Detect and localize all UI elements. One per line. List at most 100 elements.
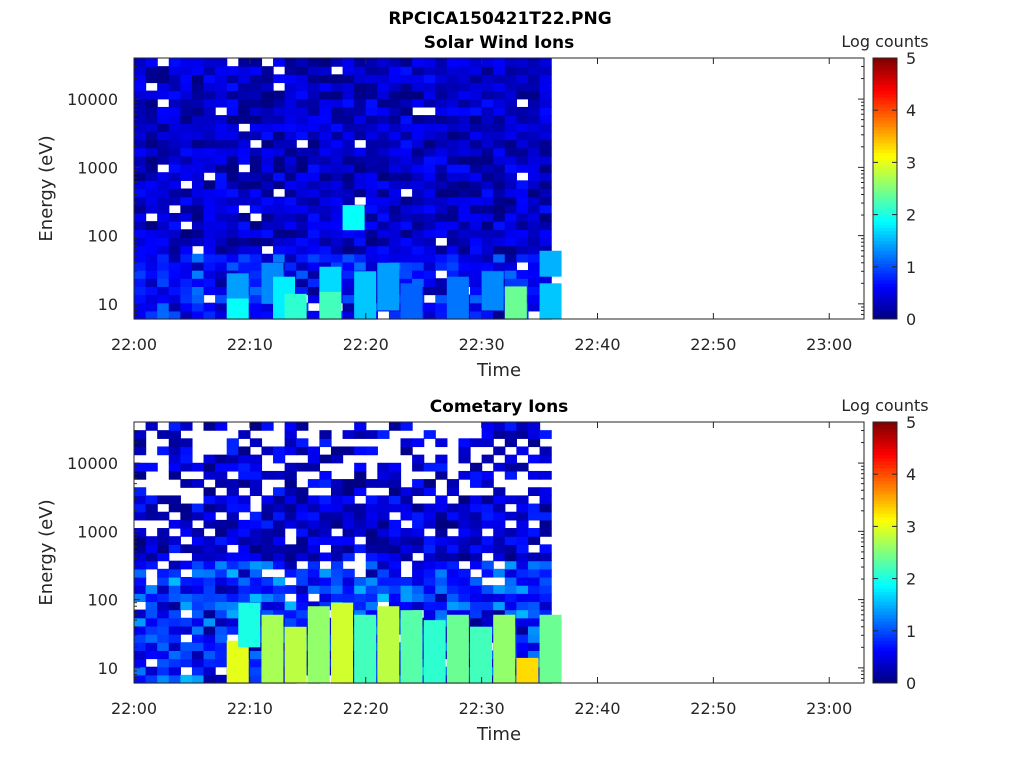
- heatmap-cell: [157, 188, 170, 198]
- heatmap-cell: [539, 470, 552, 480]
- heatmap-cell: [516, 131, 529, 141]
- heatmap-cell: [435, 106, 448, 116]
- heatmap-highlight-cell: [400, 283, 423, 319]
- heatmap-cell: [446, 237, 460, 247]
- heatmap-cell: [284, 245, 297, 255]
- heatmap-cell: [388, 422, 402, 431]
- heatmap-cell: [400, 585, 413, 594]
- heatmap-cell: [342, 74, 355, 84]
- heatmap-cell: [307, 544, 320, 554]
- colorbar-segment: [873, 500, 897, 505]
- heatmap-cell: [516, 536, 529, 545]
- heatmap-cell: [215, 261, 228, 271]
- heatmap-highlight-cell: [516, 657, 539, 683]
- heatmap-cell: [284, 560, 297, 570]
- colorbar-segment: [873, 292, 897, 297]
- heatmap-cell: [191, 625, 205, 635]
- heatmap-cell: [423, 511, 436, 521]
- heatmap-cell: [191, 650, 205, 660]
- colorbar-segment: [873, 516, 897, 521]
- heatmap-cell: [215, 503, 228, 513]
- heatmap-cell: [400, 139, 413, 149]
- heatmap-cell: [400, 164, 413, 173]
- colorbar-segment: [873, 250, 897, 255]
- colorbar-segment: [873, 422, 897, 426]
- heatmap-cell: [400, 58, 413, 67]
- heatmap-cell: [226, 155, 239, 165]
- heatmap-cell: [238, 552, 251, 562]
- heatmap-cell: [203, 90, 216, 100]
- heatmap-cell: [215, 82, 228, 92]
- heatmap-cell: [342, 155, 355, 165]
- heatmap-cell: [284, 253, 297, 263]
- heatmap-cell: [145, 310, 158, 320]
- heatmap-cell: [504, 544, 517, 554]
- heatmap-cell: [273, 115, 286, 124]
- heatmap-cell: [157, 82, 170, 92]
- heatmap-cell: [458, 139, 471, 149]
- heatmap-cell: [527, 302, 541, 312]
- heatmap-cell: [423, 278, 436, 287]
- colorbar-segment: [873, 201, 897, 206]
- heatmap-cell: [145, 422, 158, 431]
- heatmap-cell: [481, 245, 494, 255]
- heatmap-cell: [342, 544, 355, 554]
- heatmap-cell: [470, 245, 483, 255]
- heatmap-cell: [307, 58, 320, 67]
- heatmap-cell: [481, 229, 494, 239]
- heatmap-cell: [516, 123, 529, 133]
- heatmap-cell: [157, 609, 170, 619]
- heatmap-cell: [412, 511, 425, 521]
- heatmap-cell: [516, 568, 529, 578]
- heatmap-cell: [539, 237, 552, 247]
- heatmap-cell: [377, 98, 390, 108]
- heatmap-cell: [215, 310, 228, 320]
- heatmap-cell: [388, 90, 402, 100]
- heatmap-cell: [191, 552, 205, 562]
- heatmap-cell: [191, 155, 205, 165]
- heatmap-cell: [342, 495, 355, 505]
- heatmap-cell: [134, 576, 147, 586]
- heatmap-cell: [168, 536, 181, 545]
- heatmap-cell: [134, 470, 147, 480]
- heatmap-cell: [365, 503, 378, 513]
- heatmap-cell: [423, 204, 436, 214]
- heatmap-cell: [319, 155, 332, 165]
- heatmap-cell: [168, 123, 181, 133]
- heatmap-cell: [134, 155, 147, 165]
- heatmap-cell: [191, 221, 205, 230]
- heatmap-cell: [365, 123, 378, 133]
- heatmap-cell: [134, 462, 147, 472]
- heatmap-cell: [377, 204, 390, 214]
- heatmap-cell: [215, 164, 228, 173]
- heatmap-cell: [284, 609, 297, 619]
- heatmap-cell: [319, 568, 332, 578]
- heatmap-cell: [342, 139, 355, 149]
- colorbar-segment: [873, 243, 897, 248]
- colorbar-segment: [873, 178, 897, 183]
- heatmap-cell: [296, 196, 309, 206]
- heatmap-cell: [191, 66, 205, 75]
- heatmap-cell: [296, 106, 309, 116]
- heatmap-cell: [180, 261, 193, 271]
- colorbar-segment: [873, 660, 897, 664]
- heatmap-cell: [249, 454, 263, 464]
- heatmap-cell: [377, 82, 390, 92]
- heatmap-cell: [493, 90, 506, 100]
- heatmap-cell: [504, 196, 517, 206]
- heatmap-cell: [191, 302, 205, 312]
- heatmap-cell: [342, 82, 355, 92]
- panels: 22:00 22:10 22:20 22:30 22:40 22:50 23:0010100…: [36, 32, 929, 745]
- heatmap-cell: [134, 90, 147, 100]
- heatmap-cell: [215, 286, 228, 296]
- heatmap-cell: [330, 544, 344, 554]
- heatmap-cell: [481, 155, 494, 165]
- heatmap-cell: [435, 115, 448, 124]
- heatmap-cell: [284, 511, 297, 521]
- heatmap-cell: [157, 601, 170, 611]
- heatmap-cell: [134, 552, 147, 562]
- heatmap-cell: [168, 164, 181, 173]
- heatmap-cell: [470, 180, 483, 190]
- heatmap-cell: [191, 634, 205, 643]
- heatmap-cell: [203, 576, 216, 586]
